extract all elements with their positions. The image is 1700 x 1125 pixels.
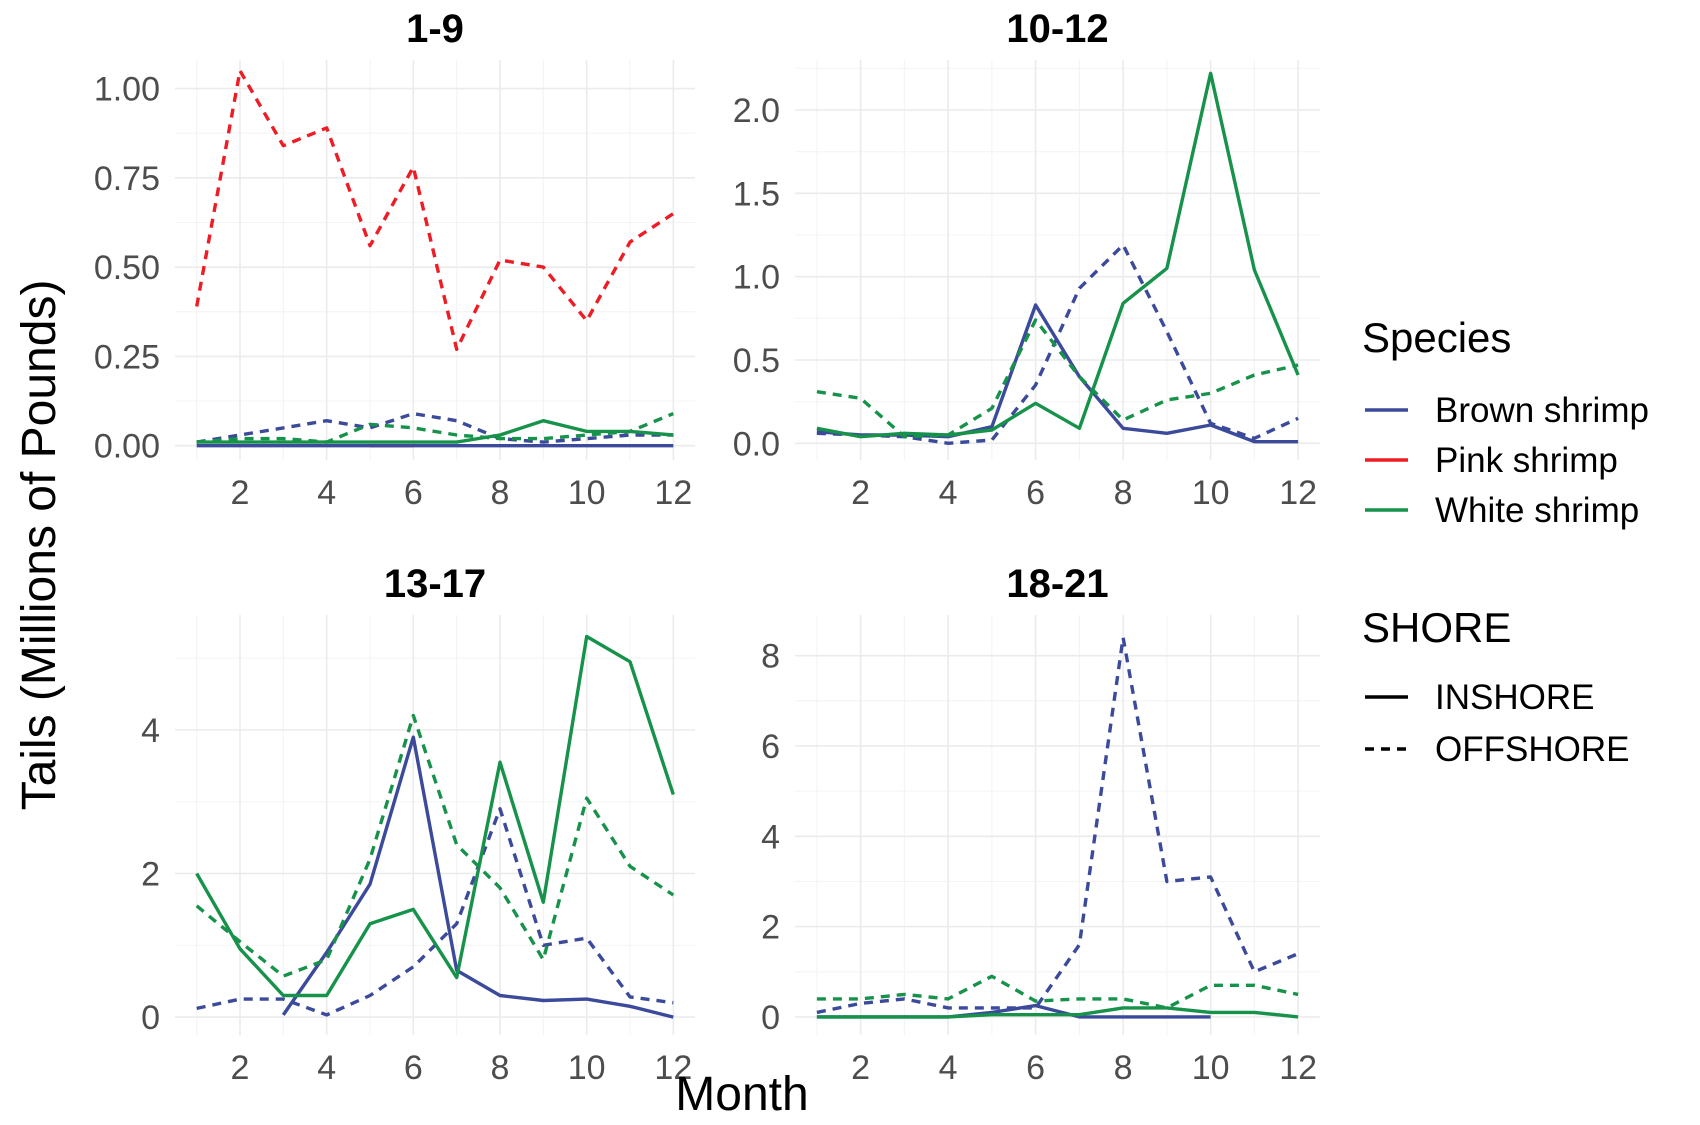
x-tick-label: 6 (404, 474, 423, 512)
x-tick-label: 6 (1026, 1049, 1045, 1087)
series-line-brown-shrimp-inshore (281, 735, 674, 1019)
series-line-white-shrimp-offshore (196, 412, 674, 444)
x-axis-title: Month (675, 1068, 808, 1121)
y-tick-label: 2.0 (733, 92, 780, 130)
y-tick-label: 2 (141, 855, 160, 893)
series-line-brown-shrimp-offshore (196, 807, 674, 1017)
series-line-white-shrimp-inshore (816, 1006, 1299, 1019)
y-tick-label: 4 (761, 818, 780, 856)
y-tick-label: 1.5 (733, 175, 780, 213)
series-line-white-shrimp-offshore (816, 974, 1299, 1010)
panel-10-12: 0.0 0.5 1.0 1.5 2.0 2 4 6 8 10 12 10-12 (733, 7, 1320, 512)
panel-1-9: 0.00 0.25 0.50 0.75 1.00 2 4 6 8 10 12 1-9 (94, 7, 695, 512)
legend-shore-title: SHORE (1362, 604, 1511, 651)
x-tick-label: 6 (1026, 474, 1045, 512)
y-tick-label: 0.75 (94, 160, 160, 198)
y-tick-label: 6 (761, 728, 780, 766)
y-tick-label: 2 (761, 909, 780, 947)
x-tick-label: 8 (491, 474, 510, 512)
x-tick-label: 10 (568, 474, 606, 512)
y-tick-label: 0.50 (94, 249, 160, 287)
panel-18-21: 0 2 4 6 8 2 4 6 8 10 12 18-21 (761, 562, 1320, 1087)
y-tick-label: 1.00 (94, 71, 160, 109)
x-tick-label: 4 (317, 474, 336, 512)
x-tick-label: 8 (1114, 474, 1133, 512)
x-tick-label: 12 (654, 474, 692, 512)
y-axis-title: Tails (Millions of Pounds) (13, 280, 66, 811)
series-line-white-shrimp-inshore (195, 634, 675, 998)
series-line-pink-shrimp-offshore (195, 68, 675, 351)
x-tick-label: 4 (939, 474, 958, 512)
series-line-white-shrimp-inshore (196, 419, 674, 444)
panel-title: 10-12 (1006, 7, 1108, 51)
series-line-brown-shrimp-offshore (196, 411, 674, 444)
legend-label: OFFSHORE (1435, 730, 1629, 769)
legend-label: Brown shrimp (1435, 391, 1649, 430)
x-tick-label: 12 (1279, 474, 1317, 512)
legend-shore-entries: INSHORE OFFSHORE (1365, 678, 1629, 769)
x-tick-label: 6 (404, 1049, 423, 1087)
x-tick-label: 2 (231, 474, 250, 512)
y-tick-label: 0.5 (733, 342, 780, 380)
x-tick-label: 8 (491, 1049, 510, 1087)
panel-title: 13-17 (384, 562, 486, 606)
x-tick-label: 8 (1114, 1049, 1133, 1087)
series-line-white-shrimp-offshore (195, 713, 675, 978)
x-tick-label: 2 (231, 1049, 250, 1087)
y-tick-label: 0.0 (733, 425, 780, 463)
x-tick-label: 10 (1192, 474, 1230, 512)
series-line-brown-shrimp-offshore (816, 635, 1299, 1015)
series-line-white-shrimp-inshore (816, 71, 1300, 439)
x-tick-label: 4 (939, 1049, 958, 1087)
x-tick-label: 2 (851, 474, 870, 512)
legend-species-entries: Brown shrimp Pink shrimp White shrimp (1365, 391, 1649, 530)
x-tick-label: 12 (654, 1049, 692, 1087)
x-tick-label: 2 (851, 1049, 870, 1087)
legend-label: INSHORE (1435, 678, 1594, 717)
y-tick-label: 0 (141, 999, 160, 1037)
legend-item-inshore: INSHORE (1365, 678, 1594, 717)
series-line-brown-shrimp-offshore (816, 243, 1299, 445)
legend-species-title: Species (1362, 314, 1511, 361)
legend-label: Pink shrimp (1435, 441, 1618, 480)
series-line-white-shrimp-offshore (816, 318, 1299, 439)
legend-item-brown-shrimp: Brown shrimp (1365, 391, 1649, 430)
y-tick-label: 8 (761, 638, 780, 676)
x-tick-label: 12 (1279, 1049, 1317, 1087)
y-tick-label: 0 (761, 999, 780, 1037)
x-tick-label: 10 (1192, 1049, 1230, 1087)
legend: Species Brown shrimp Pink shrimp White shr… (1362, 314, 1649, 769)
y-tick-label: 1.0 (733, 259, 780, 297)
y-tick-label: 0.25 (94, 338, 160, 376)
legend-item-offshore: OFFSHORE (1365, 730, 1629, 769)
x-tick-label: 10 (568, 1049, 606, 1087)
y-tick-label: 4 (141, 712, 160, 750)
panel-title: 18-21 (1006, 562, 1108, 606)
legend-item-pink-shrimp: Pink shrimp (1365, 441, 1618, 480)
panel-title: 1-9 (406, 7, 464, 51)
y-tick-label: 0.00 (94, 428, 160, 466)
legend-label: White shrimp (1435, 491, 1639, 530)
legend-item-white-shrimp: White shrimp (1365, 491, 1639, 530)
panel-13-17: 0 2 4 2 4 6 8 10 12 13-17 (141, 562, 695, 1087)
x-tick-label: 4 (317, 1049, 336, 1087)
facet-panels: 0.000.250.500.751.002 4 6 8 10 121-90.00.51.0… (94, 7, 1320, 1087)
